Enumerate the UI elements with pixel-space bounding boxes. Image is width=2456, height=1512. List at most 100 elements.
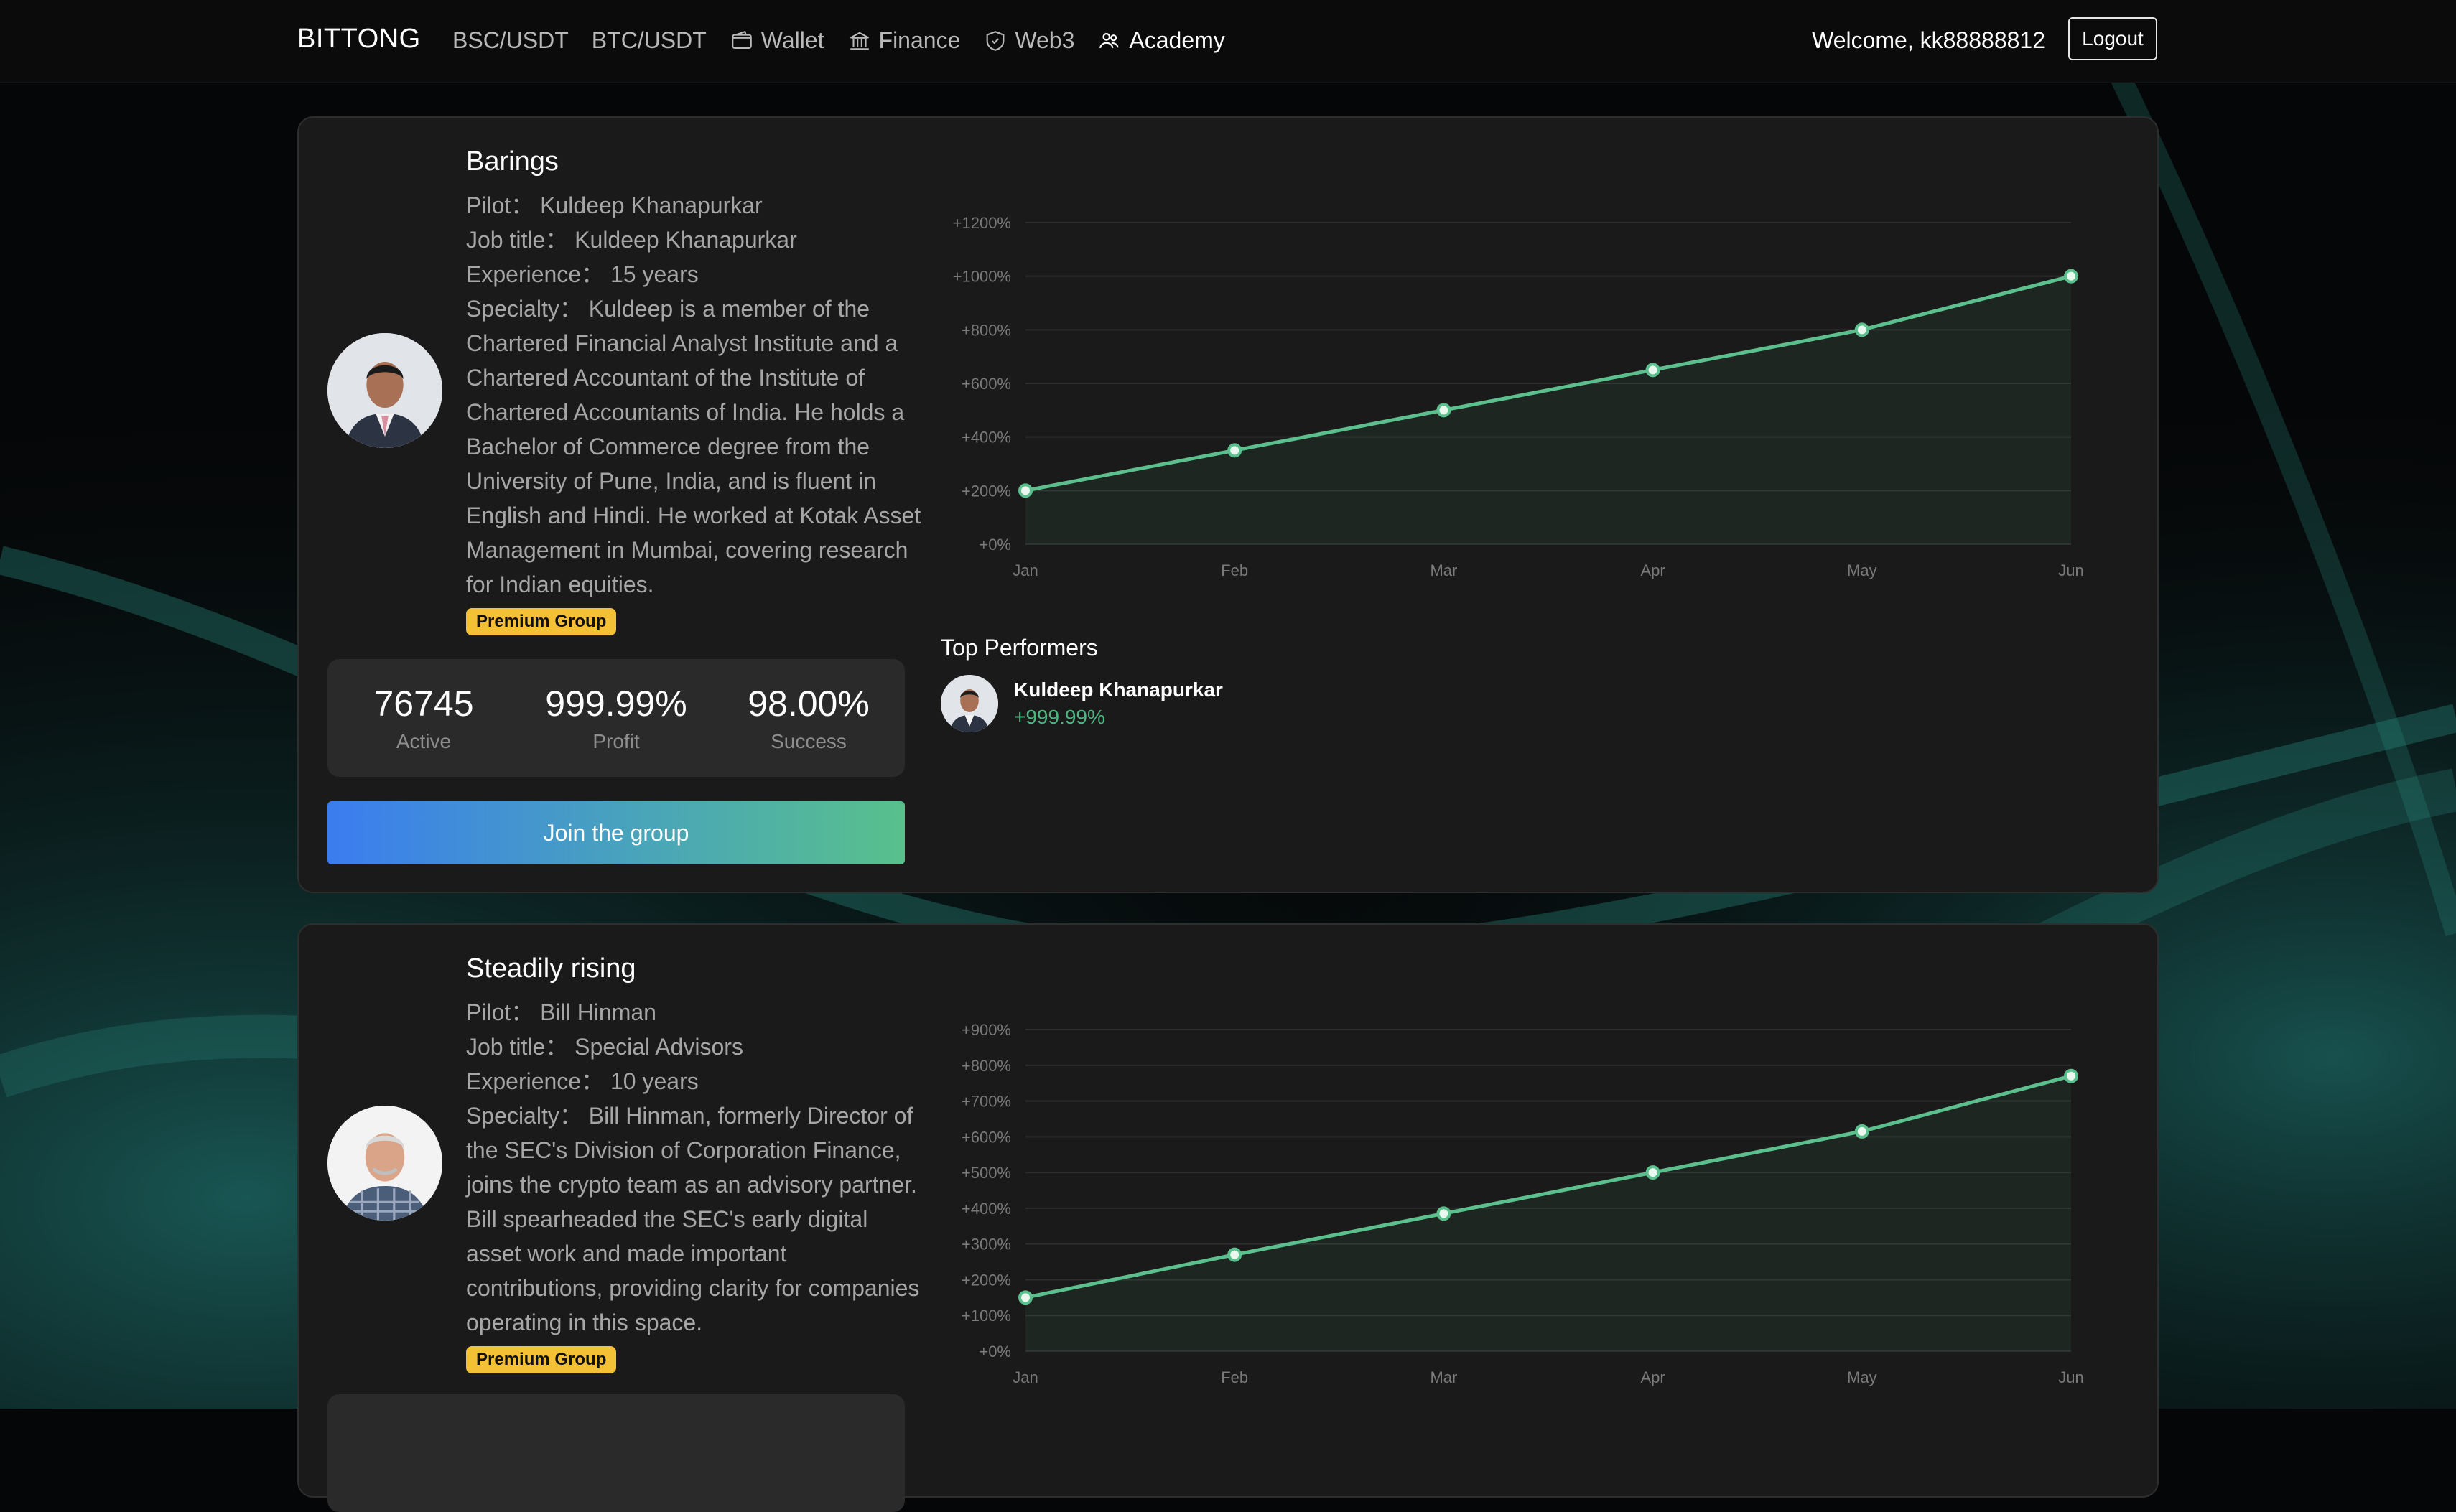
y-tick-label: +600% — [962, 375, 1011, 393]
nav-link-label: BSC/USDT — [452, 27, 569, 53]
y-tick-label: +1000% — [953, 268, 1011, 286]
nav-link-label: Web3 — [1015, 27, 1075, 53]
data-point[interactable] — [2064, 269, 2078, 284]
nav-links: BSC/USDT BTC/USDT Wallet Finance Web3 Ac… — [452, 27, 1225, 54]
person-photo-icon — [327, 333, 442, 448]
y-tick-label: +200% — [962, 482, 1011, 500]
data-point[interactable] — [1645, 363, 1660, 378]
pilot-card: Barings Pilot： Kuldeep Khanapurkar Job t… — [297, 116, 2159, 893]
performance-chart: +0% +100% +200% +300% +400% +500% +600% +700% +8… — [924, 1004, 2144, 1406]
data-point[interactable] — [1854, 1124, 1869, 1139]
job-title: Job title： Special Advisors — [466, 1034, 743, 1060]
stat-label: Success — [771, 730, 847, 752]
series-area — [1025, 276, 2071, 544]
x-tick-label: Apr — [1640, 1368, 1665, 1386]
top-performer-item[interactable]: Kuldeep Khanapurkar +999.99% — [941, 675, 1223, 732]
nav-link-academy[interactable]: Academy — [1097, 27, 1225, 54]
y-tick-label: +400% — [962, 1200, 1011, 1218]
join-group-button[interactable]: Join the group — [327, 801, 905, 864]
y-tick-label: +800% — [962, 321, 1011, 339]
experience: Experience： 10 years — [466, 1068, 699, 1094]
x-tick-label: Feb — [1221, 561, 1248, 579]
y-tick-label: +0% — [979, 1343, 1011, 1361]
x-tick-label: Apr — [1640, 561, 1665, 579]
x-tick-label: Mar — [1430, 1368, 1457, 1386]
data-point[interactable] — [1436, 1206, 1451, 1221]
nav-link-web3[interactable]: Web3 — [983, 27, 1074, 54]
premium-group-badge: Premium Group — [466, 1346, 617, 1373]
data-point[interactable] — [1018, 483, 1033, 498]
x-tick-label: Feb — [1221, 1368, 1248, 1386]
data-point[interactable] — [1227, 1247, 1242, 1262]
pilot-info: Pilot： Bill Hinman Job title： Special Ad… — [466, 995, 926, 1374]
specialty: Specialty： Kuldeep is a member of the Ch… — [466, 296, 921, 597]
stat-label: Profit — [592, 730, 640, 752]
y-tick-label: +200% — [962, 1271, 1011, 1289]
stat-value: 76745 — [373, 683, 474, 724]
x-tick-label: Jun — [2058, 561, 2083, 579]
top-performers-title: Top Performers — [941, 635, 1098, 661]
nav-link-label: Academy — [1129, 27, 1225, 53]
users-icon — [1099, 32, 1119, 48]
series-line — [1025, 274, 2072, 493]
pilot-group-title: Steadily rising — [466, 953, 636, 984]
y-tick-label: +0% — [979, 536, 1011, 554]
brand-logo[interactable]: BITTONG — [297, 24, 421, 54]
x-tick-label: May — [1847, 1368, 1877, 1386]
pilot-name: Pilot： Kuldeep Khanapurkar — [466, 192, 763, 218]
nav-link-label: Wallet — [760, 27, 824, 53]
y-tick-label: +1200% — [953, 214, 1011, 232]
experience: Experience： 15 years — [466, 261, 699, 287]
y-tick-label: +700% — [962, 1093, 1011, 1111]
stats-panel: 76745 Active 999.99% Profit 98.00% Succe… — [327, 659, 905, 777]
data-point[interactable] — [1227, 443, 1242, 458]
data-point[interactable] — [1436, 403, 1451, 418]
x-tick-label: May — [1847, 561, 1877, 579]
data-point[interactable] — [2064, 1068, 2078, 1083]
pilot-name: Pilot： Bill Hinman — [466, 999, 656, 1025]
welcome-text: Welcome, kk88888812 — [1812, 27, 2045, 53]
pilot-group-title: Barings — [466, 146, 559, 177]
job-title: Job title： Kuldeep Khanapurkar — [466, 227, 797, 253]
y-tick-label: +500% — [962, 1164, 1011, 1182]
y-tick-label: +100% — [962, 1307, 1011, 1325]
stat-value: 999.99% — [545, 683, 687, 724]
stat-label: Active — [396, 730, 452, 752]
x-tick-label: Mar — [1430, 561, 1457, 579]
series-area — [1025, 1075, 2071, 1351]
stat-profit: 999.99% Profit — [523, 683, 710, 753]
pilot-info: Pilot： Kuldeep Khanapurkar Job title： Ku… — [466, 188, 926, 636]
shield-icon — [986, 30, 1005, 51]
data-point[interactable] — [1645, 1165, 1660, 1180]
stats-panel — [327, 1394, 905, 1512]
nav-link-finance[interactable]: Finance — [847, 27, 961, 54]
top-navbar: BITTONG BSC/USDT BTC/USDT Wallet Finance… — [0, 0, 2456, 83]
pilot-card: Steadily rising Pilot： Bill Hinman Job t… — [297, 923, 2159, 1512]
x-tick-label: Jan — [1013, 1368, 1038, 1386]
wallet-icon — [731, 30, 752, 49]
person-photo-icon — [941, 675, 998, 732]
y-tick-label: +600% — [962, 1128, 1011, 1146]
stat-active: 76745 Active — [330, 683, 517, 753]
nav-link-bsc-usdt[interactable]: BSC/USDT — [452, 27, 569, 54]
x-tick-label: Jun — [2058, 1368, 2083, 1386]
avatar — [941, 675, 998, 732]
specialty: Specialty： Bill Hinman, formerly Directo… — [466, 1103, 920, 1335]
stat-value: 98.00% — [748, 683, 870, 724]
data-point[interactable] — [1018, 1290, 1033, 1305]
avatar — [327, 333, 442, 448]
nav-link-label: Finance — [878, 27, 961, 53]
premium-group-badge: Premium Group — [466, 608, 617, 635]
nav-link-wallet[interactable]: Wallet — [730, 27, 824, 54]
x-tick-label: Jan — [1013, 561, 1038, 579]
nav-link-btc-usdt[interactable]: BTC/USDT — [592, 27, 707, 54]
y-tick-label: +800% — [962, 1057, 1011, 1075]
y-tick-label: +900% — [962, 1021, 1011, 1039]
avatar — [327, 1106, 442, 1221]
y-tick-label: +300% — [962, 1236, 1011, 1254]
data-point[interactable] — [1854, 322, 1869, 337]
person-photo-icon — [327, 1106, 442, 1221]
y-tick-label: +400% — [962, 429, 1011, 447]
logout-button[interactable]: Logout — [2068, 17, 2157, 60]
series-line — [1025, 1074, 2072, 1299]
